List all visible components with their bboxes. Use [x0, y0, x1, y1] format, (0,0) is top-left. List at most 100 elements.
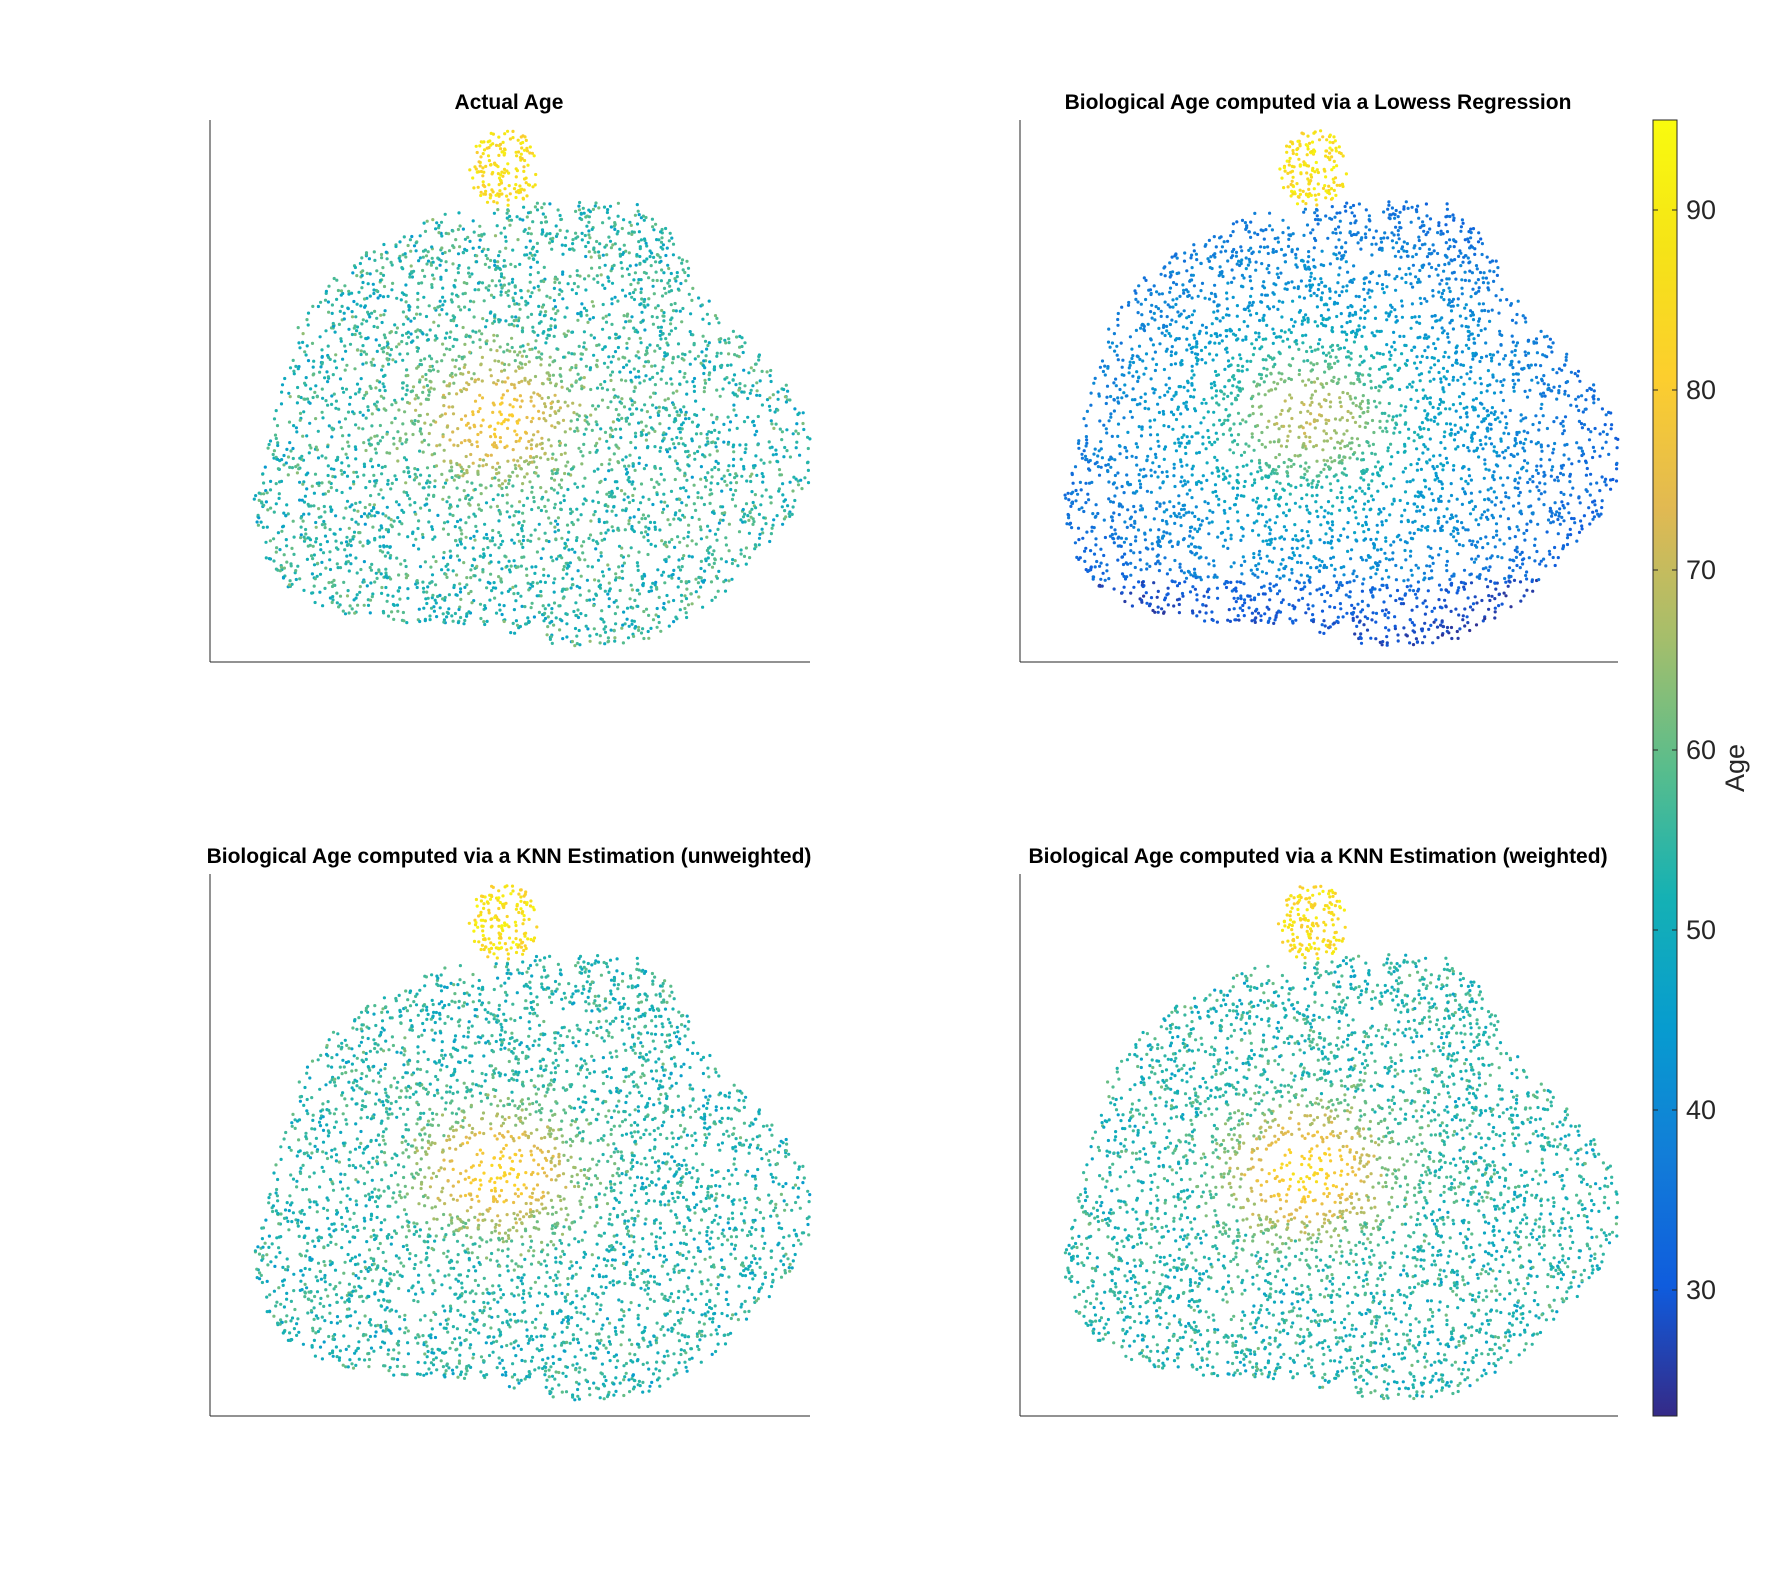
- scatter-point: [735, 414, 738, 417]
- scatter-point: [369, 581, 372, 584]
- scatter-point: [1116, 435, 1119, 438]
- scatter-point: [551, 642, 554, 645]
- scatter-point: [578, 208, 581, 211]
- scatter-point: [776, 460, 779, 463]
- scatter-point: [445, 260, 448, 263]
- scatter-point: [462, 561, 465, 564]
- scatter-point: [1310, 397, 1313, 400]
- scatter-point: [531, 602, 534, 605]
- scatter-point: [497, 172, 500, 175]
- scatter-point: [402, 293, 405, 296]
- scatter-point: [604, 345, 607, 348]
- scatter-point: [660, 279, 663, 282]
- scatter-point: [691, 421, 694, 424]
- scatter-point: [539, 580, 542, 583]
- scatter-point: [521, 326, 524, 329]
- scatter-point: [435, 360, 438, 363]
- scatter-point: [422, 486, 425, 489]
- scatter-point: [448, 405, 451, 408]
- scatter-point: [280, 402, 283, 405]
- scatter-point: [732, 408, 735, 411]
- scatter-point: [566, 230, 569, 233]
- scatter-point: [613, 640, 616, 643]
- scatter-point: [672, 442, 675, 445]
- scatter-point: [621, 509, 624, 512]
- scatter-point: [1439, 495, 1442, 498]
- scatter-point: [406, 494, 409, 497]
- scatter-point: [499, 436, 502, 439]
- scatter-point: [581, 353, 584, 356]
- scatter-point: [349, 487, 352, 490]
- scatter-point: [539, 456, 542, 459]
- scatter-point: [466, 480, 469, 483]
- scatter-point: [335, 592, 338, 595]
- scatter-point: [493, 260, 496, 263]
- scatter-point: [1531, 580, 1534, 583]
- scatter-point: [548, 241, 551, 244]
- scatter-point: [546, 625, 549, 628]
- scatter-point: [467, 516, 470, 519]
- scatter-point: [1493, 490, 1496, 493]
- scatter-point: [606, 563, 609, 566]
- scatter-point: [1222, 433, 1225, 436]
- scatter-point: [655, 406, 658, 409]
- scatter-point: [576, 608, 579, 611]
- scatter-point: [1566, 502, 1569, 505]
- scatter-point: [679, 608, 682, 611]
- scatter-point: [394, 417, 397, 420]
- scatter-point: [750, 473, 753, 476]
- scatter-point: [518, 439, 521, 442]
- scatter-point: [734, 383, 737, 386]
- scatter-point: [1512, 341, 1515, 344]
- scatter-point: [607, 280, 610, 283]
- scatter-point: [732, 330, 735, 333]
- scatter-point: [534, 183, 537, 186]
- scatter-point: [672, 403, 675, 406]
- scatter-point: [545, 510, 548, 513]
- scatter-point: [1600, 506, 1603, 509]
- scatter-point: [529, 295, 532, 298]
- scatter-point: [335, 298, 338, 301]
- scatter-point: [485, 254, 488, 257]
- scatter-point: [683, 353, 686, 356]
- scatter-point: [1428, 248, 1431, 251]
- scatter-point: [670, 538, 673, 541]
- scatter-point: [429, 380, 432, 383]
- scatter-point: [523, 460, 526, 463]
- scatter-point: [361, 274, 364, 277]
- scatter-point: [682, 554, 685, 557]
- scatter-point: [686, 535, 689, 538]
- scatter-point: [518, 540, 521, 543]
- scatter-point: [1412, 478, 1415, 481]
- scatter-point: [575, 427, 578, 430]
- scatter-point: [754, 493, 757, 496]
- scatter-point: [343, 284, 346, 287]
- scatter-point: [710, 580, 713, 583]
- scatter-point: [658, 596, 661, 599]
- scatter-point: [269, 439, 272, 442]
- scatter-point: [398, 257, 401, 260]
- scatter-point: [384, 586, 387, 589]
- scatter-point: [1328, 297, 1331, 300]
- scatter-point: [659, 330, 662, 333]
- scatter-point: [363, 297, 366, 300]
- scatter-point: [434, 560, 437, 563]
- scatter-point: [477, 186, 480, 189]
- scatter-point: [761, 472, 764, 475]
- scatter-point: [475, 167, 478, 170]
- scatter-point: [500, 193, 503, 196]
- scatter-point: [583, 433, 586, 436]
- scatter-point: [552, 581, 555, 584]
- scatter-point: [373, 325, 376, 328]
- scatter-point: [588, 451, 591, 454]
- scatter-point: [1264, 524, 1267, 527]
- scatter-point: [440, 359, 443, 362]
- scatter-point: [1485, 277, 1488, 280]
- scatter-point: [610, 323, 613, 326]
- scatter-point: [608, 217, 611, 220]
- scatter-point: [1551, 368, 1554, 371]
- panel-actual-age: Actual Age: [210, 91, 812, 662]
- scatter-point: [681, 307, 684, 310]
- scatter-point: [661, 439, 664, 442]
- scatter-point: [1294, 253, 1297, 256]
